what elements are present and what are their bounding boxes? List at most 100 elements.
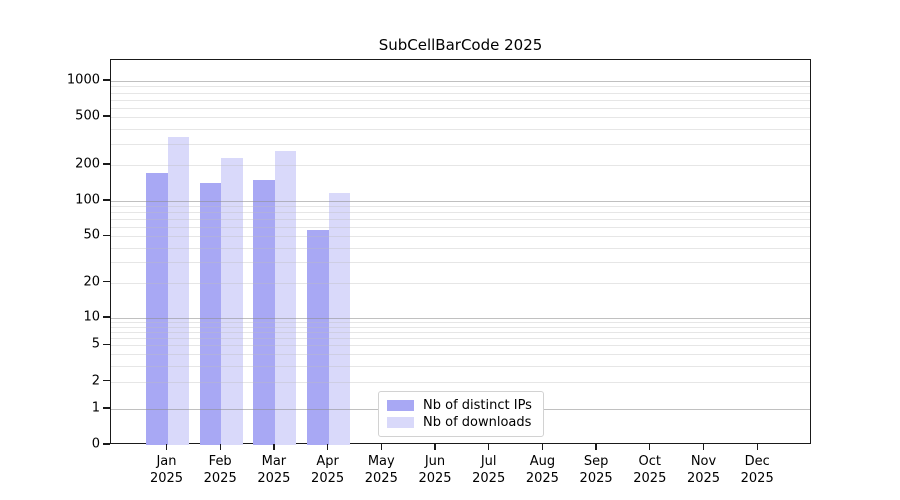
gridline-minor — [111, 212, 810, 214]
y-tick-mark — [103, 234, 110, 236]
x-tick-mark — [273, 444, 275, 450]
x-tick-month: Mar — [261, 454, 287, 469]
gridline-minor — [111, 226, 810, 228]
legend-swatch-downloads — [387, 417, 414, 428]
gridline-minor — [111, 326, 810, 328]
gridline-minor — [111, 332, 810, 334]
x-tick-year: 2025 — [525, 471, 559, 486]
gridline-major — [111, 318, 810, 319]
y-tick-label: 5 — [91, 336, 100, 352]
gridline-minor — [111, 282, 810, 284]
x-tick-year: 2025 — [257, 471, 291, 486]
x-tick-label: Aug 2025 — [500, 453, 584, 487]
y-tick-label: 200 — [75, 156, 100, 172]
x-tick-month: Aug — [529, 454, 556, 469]
gridline-minor — [111, 354, 810, 356]
legend-row-downloads: Nb of downloads — [387, 415, 534, 430]
x-tick-month: Sep — [583, 454, 609, 469]
gridline-major — [111, 81, 810, 82]
y-tick-label: 1 — [91, 400, 100, 416]
x-tick-label: Jul 2025 — [447, 453, 531, 487]
legend-label-downloads: Nb of downloads — [423, 415, 532, 430]
y-tick-mark — [103, 407, 110, 409]
x-tick-month: Apr — [316, 454, 339, 469]
x-tick-year: 2025 — [579, 471, 613, 486]
y-tick-mark — [103, 115, 110, 117]
x-tick-month: Feb — [208, 454, 232, 469]
bars-layer — [111, 60, 810, 445]
legend-swatch-distinct-ips — [387, 400, 414, 411]
gridline-minor — [111, 117, 810, 119]
y-tick-mark — [103, 343, 110, 346]
x-tick-label: Oct 2025 — [608, 453, 692, 487]
y-tick-label: 100 — [75, 192, 100, 208]
x-tick-year: 2025 — [203, 471, 237, 486]
gridline-minor — [111, 92, 810, 94]
bar-nb-of-distinct-ips-apr — [307, 229, 329, 445]
gridline-minor — [111, 99, 810, 101]
gridline-minor — [111, 128, 810, 130]
x-tick-label: Apr 2025 — [286, 453, 370, 487]
x-tick-year: 2025 — [686, 471, 721, 486]
chart-title: SubCellBarCode 2025 — [378, 36, 543, 54]
x-tick-label: Sep 2025 — [554, 453, 638, 487]
legend: Nb of distinct IPs Nb of downloads — [378, 391, 544, 437]
x-tick-month: May — [367, 454, 395, 469]
y-tick-mark — [103, 79, 110, 81]
gridline-minor — [111, 322, 810, 324]
y-tick-label: 0 — [91, 436, 100, 452]
x-tick-label: Feb 2025 — [178, 453, 262, 487]
bar-nb-of-distinct-ips-feb — [199, 183, 222, 445]
x-tick-month: Jul — [480, 454, 497, 469]
x-tick-label: Jun 2025 — [393, 453, 477, 487]
y-tick-label: 50 — [83, 227, 100, 243]
x-tick-mark — [165, 444, 168, 450]
gridline-minor — [111, 365, 810, 367]
x-tick-label: Mar 2025 — [232, 453, 316, 487]
gridline-minor — [111, 345, 810, 347]
x-tick-mark — [595, 444, 597, 450]
x-tick-mark — [219, 444, 221, 450]
bar-nb-of-distinct-ips-mar — [253, 179, 275, 445]
x-tick-year: 2025 — [472, 471, 506, 486]
x-tick-month: Dec — [744, 454, 770, 469]
y-tick-mark — [103, 379, 110, 382]
x-tick-mark — [756, 444, 758, 450]
bar-nb-of-distinct-ips-jan — [146, 173, 168, 445]
x-tick-month: Jan — [156, 454, 177, 469]
y-tick-label: 10 — [83, 309, 100, 325]
x-tick-month: Jun — [424, 454, 446, 469]
bar-nb-of-downloads-feb — [221, 157, 243, 445]
gridline-minor — [111, 381, 810, 383]
gridline-major — [111, 201, 810, 202]
x-tick-year: 2025 — [740, 471, 774, 486]
x-tick-year: 2025 — [149, 471, 184, 486]
bar-nb-of-downloads-jan — [167, 137, 189, 445]
y-tick-label: 500 — [75, 108, 100, 124]
x-tick-mark — [649, 444, 651, 450]
x-tick-month: Nov — [690, 454, 717, 469]
x-tick-year: 2025 — [311, 471, 345, 486]
x-tick-year: 2025 — [633, 471, 667, 486]
gridline-minor — [111, 338, 810, 340]
x-tick-month: Oct — [638, 454, 662, 469]
x-tick-mark — [541, 444, 544, 450]
x-tick-year: 2025 — [364, 471, 398, 486]
y-tick-mark — [103, 443, 110, 445]
gridline-minor — [111, 143, 810, 145]
gridline-minor — [111, 247, 810, 249]
x-tick-label: May 2025 — [339, 453, 423, 487]
gridline-minor — [111, 164, 810, 166]
gridline-minor — [111, 86, 810, 88]
legend-row-distinct-ips: Nb of distinct IPs — [387, 398, 534, 413]
x-tick-mark — [380, 444, 382, 450]
gridline-minor — [111, 219, 810, 221]
y-tick-label: 2 — [91, 373, 100, 389]
y-tick-label: 1000 — [66, 72, 100, 88]
x-tick-mark — [434, 444, 436, 450]
gridline-minor — [111, 262, 810, 264]
gridline-minor — [111, 107, 810, 109]
legend-label-distinct-ips: Nb of distinct IPs — [423, 398, 532, 413]
x-tick-mark — [488, 444, 490, 450]
